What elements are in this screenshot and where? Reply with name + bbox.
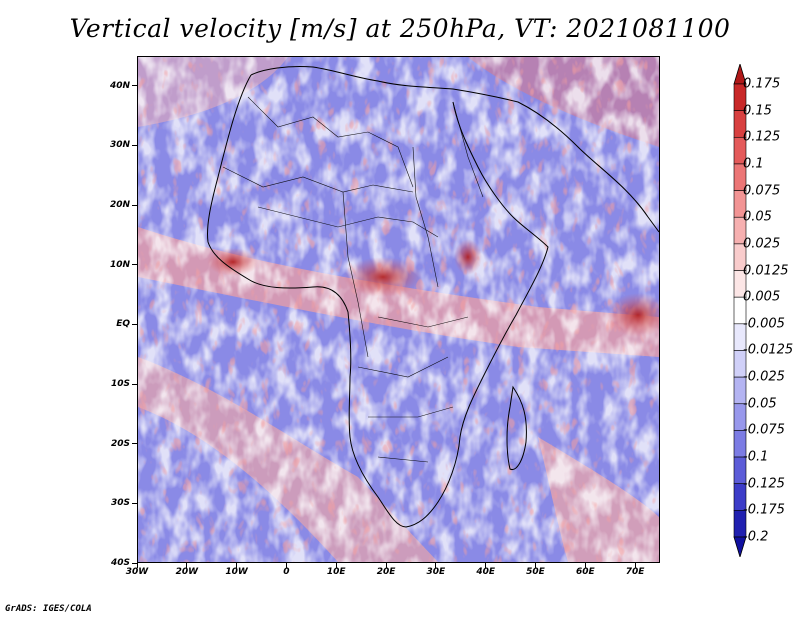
map-panel [137,56,660,563]
lat-tick-label: 10N [109,259,130,270]
colorbar-label: 0.005 [743,289,781,305]
lon-tick-mark [236,563,238,568]
colorbar-label: 0.1 [743,156,764,172]
strong-ascent-area [608,293,659,337]
lon-tick-mark [186,563,188,568]
lat-tick-label: 10S [110,379,130,390]
country-borders [222,96,484,463]
colorbar-label: 0.075 [743,183,781,199]
lon-tick-label: 30E [426,567,446,577]
lat-tick-mark [132,323,137,325]
colorbar-label: 0.05 [743,209,772,225]
lat-tick-mark [132,443,137,445]
lat-tick-label: EQ [116,319,130,330]
colorbar-label: -0.025 [743,369,785,385]
madagascar-coast [506,385,527,471]
lon-tick-mark [634,563,636,568]
lon-tick-label: 40E [476,567,495,577]
lon-tick-label: 70E [625,567,645,577]
colorbar-label: -0.2 [743,529,769,545]
strong-ascent-area [454,239,482,275]
lat-tick-label: 30S [110,498,130,509]
map-title: Vertical velocity [m/s] at 250hPa, VT: 2… [69,14,731,43]
lon-tick-mark [584,563,586,568]
lon-tick-mark [136,563,138,568]
colorbar-label: 0.175 [743,76,781,92]
colorbar-label: 0.15 [743,103,772,119]
lon-tick-label: 20E [376,567,396,577]
lat-tick-mark [132,144,137,146]
lat-tick-mark [132,562,137,564]
lon-tick-label: 50E [526,567,545,577]
lon-tick-mark [335,563,337,568]
lat-tick-label: 40N [109,80,130,91]
lon-tick-label: 60E [575,567,595,577]
colorbar-label: 0.125 [743,129,781,145]
colorbar-bottom-arrow [733,536,747,559]
lon-tick-mark [385,563,387,568]
colorbar-label: -0.05 [743,396,777,412]
colorbar-label: -0.1 [743,449,769,465]
lat-tick-mark [132,264,137,266]
lat-tick-mark [132,204,137,206]
colorbar-label: -0.075 [743,422,785,438]
colorbar-label: 0.0125 [743,263,789,279]
lon-tick-mark [435,563,437,568]
lon-tick-mark [285,563,287,568]
lon-tick-mark [485,563,487,568]
lat-tick-label: 20S [110,438,130,449]
colorbar-label: -0.175 [743,502,785,518]
lon-tick-label: 0 [283,567,290,577]
colorbar [724,62,756,559]
lon-tick-label: 30W [125,567,149,577]
lat-tick-label: 40S [110,558,130,568]
colorbar-label: -0.0125 [743,342,794,358]
colorbar-label: -0.125 [743,476,785,492]
lon-tick-label: 10E [326,567,346,577]
coastline [207,66,659,528]
lat-tick-mark [132,502,137,504]
strong-ascent-area [207,248,259,276]
vertical-velocity-field [138,57,659,562]
colorbar-scale [733,62,747,559]
lat-tick-label: 20N [109,200,130,211]
software-credit: GrADS: IGES/COLA [5,604,92,614]
strong-ascent-area [343,257,423,297]
field-texture [138,57,659,562]
lat-tick-mark [132,85,137,87]
colorbar-label: 0.025 [743,236,781,252]
lat-tick-label: 30N [109,140,130,151]
colorbar-label: -0.005 [743,316,785,332]
lon-tick-label: 10W [225,567,248,577]
lon-tick-label: 20W [175,567,199,577]
lon-tick-mark [534,563,536,568]
lat-tick-mark [132,383,137,385]
